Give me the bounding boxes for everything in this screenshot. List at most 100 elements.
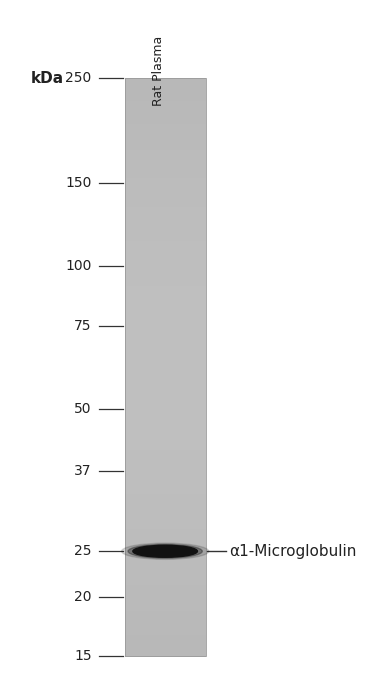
Bar — [125, 322, 206, 324]
Text: 250: 250 — [65, 71, 92, 85]
Bar — [125, 234, 206, 236]
Bar — [125, 434, 206, 436]
Bar — [125, 396, 206, 398]
Bar — [125, 200, 206, 201]
Bar — [125, 407, 206, 409]
Bar — [125, 195, 206, 197]
Bar — [125, 415, 206, 417]
Bar — [125, 552, 206, 554]
Bar — [125, 364, 206, 367]
Bar — [125, 592, 206, 594]
Bar — [125, 498, 206, 500]
Bar — [125, 191, 206, 193]
Bar — [125, 280, 206, 282]
Bar — [125, 80, 206, 82]
Bar — [125, 335, 206, 337]
Bar — [125, 315, 206, 317]
Bar — [125, 181, 206, 183]
Bar — [125, 551, 206, 553]
Bar — [125, 507, 206, 509]
Bar — [125, 113, 206, 115]
Bar — [125, 221, 206, 223]
Bar — [125, 445, 206, 447]
Text: 100: 100 — [65, 260, 92, 273]
Bar — [125, 236, 206, 237]
Bar — [125, 301, 206, 303]
Bar — [125, 389, 206, 391]
Bar — [125, 486, 206, 488]
Bar — [125, 122, 206, 124]
Bar — [125, 426, 206, 428]
Bar — [125, 458, 206, 460]
Bar — [125, 437, 206, 439]
Text: 75: 75 — [74, 318, 92, 333]
Bar — [125, 381, 206, 384]
Bar — [125, 241, 206, 243]
Bar — [125, 87, 206, 89]
Bar — [125, 465, 206, 467]
Bar — [125, 379, 206, 381]
Bar — [125, 208, 206, 210]
Bar — [125, 90, 206, 92]
Bar — [125, 190, 206, 191]
Bar — [125, 149, 206, 151]
Bar — [125, 497, 206, 499]
Ellipse shape — [133, 545, 197, 557]
Bar — [125, 584, 206, 586]
Bar — [125, 534, 206, 537]
Bar — [125, 129, 206, 131]
Bar — [125, 211, 206, 213]
Bar — [125, 613, 206, 615]
Bar — [125, 571, 206, 573]
Bar — [125, 614, 206, 616]
Bar — [125, 320, 206, 322]
Bar — [125, 277, 206, 279]
Bar — [125, 456, 206, 457]
Bar — [125, 334, 206, 336]
Bar — [125, 647, 206, 649]
Bar — [125, 246, 206, 248]
Bar — [125, 321, 206, 323]
Bar — [125, 146, 206, 148]
Bar — [125, 481, 206, 483]
Bar — [125, 284, 206, 286]
Text: 25: 25 — [74, 544, 92, 558]
Bar — [125, 604, 206, 606]
Bar — [125, 645, 206, 647]
Bar — [125, 267, 206, 269]
Bar — [125, 526, 206, 528]
Bar — [125, 207, 206, 209]
Bar — [125, 568, 206, 570]
Bar — [125, 224, 206, 226]
Bar — [125, 473, 206, 475]
Bar — [125, 160, 206, 163]
Bar — [125, 78, 206, 656]
Bar — [125, 260, 206, 262]
Bar — [125, 494, 206, 496]
Bar — [125, 596, 206, 598]
Bar — [125, 295, 206, 297]
Bar — [125, 165, 206, 167]
Bar — [125, 496, 206, 498]
Bar — [125, 252, 206, 254]
Bar — [125, 457, 206, 459]
Bar — [125, 95, 206, 97]
Bar — [125, 617, 206, 619]
Bar — [125, 337, 206, 339]
Bar — [125, 630, 206, 632]
Bar — [125, 390, 206, 392]
Bar — [125, 464, 206, 466]
Bar — [125, 156, 206, 158]
Bar — [125, 594, 206, 596]
Bar — [125, 213, 206, 214]
Bar — [125, 136, 206, 138]
Bar — [125, 175, 206, 177]
Bar — [125, 554, 206, 556]
Bar — [125, 182, 206, 184]
Bar — [125, 153, 206, 155]
Bar — [125, 634, 206, 636]
Bar — [125, 442, 206, 444]
Bar — [125, 317, 206, 318]
Bar — [125, 272, 206, 274]
Bar — [125, 203, 206, 205]
